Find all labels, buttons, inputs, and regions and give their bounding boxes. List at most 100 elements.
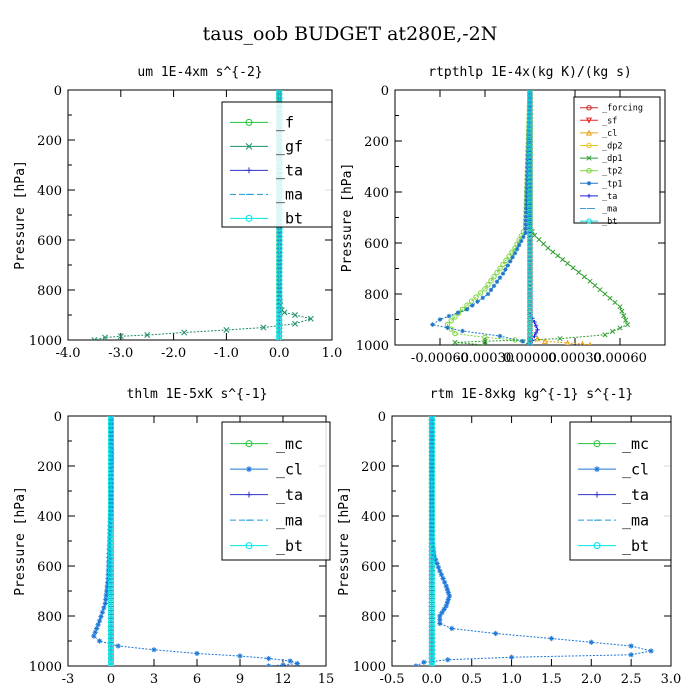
x-tick-label: 0.00030	[548, 351, 602, 366]
figure-title: taus_oob BUDGET at280E,-2N	[203, 23, 498, 45]
legend-entry: _ma	[230, 511, 303, 529]
chart-panel-3: thlm 1E-5xK s^{-1} Pressure [hPa] 0 200 400 6…	[13, 387, 334, 687]
legend-entry: _bt	[230, 210, 303, 228]
y-tick-label: 0	[381, 84, 389, 99]
x-tick-label: 0.0	[422, 672, 443, 687]
legend-label: _ma	[276, 186, 303, 204]
legend-entry: _ta	[578, 486, 649, 504]
panel-title: um 1E-4xm s^{-2}	[137, 65, 262, 80]
legend-label: _dp1	[602, 154, 622, 164]
panel-title: thlm 1E-5xK s^{-1}	[127, 387, 268, 402]
x-tick-label: -0.00030	[456, 351, 514, 366]
legend-label: _bt	[602, 217, 617, 227]
legend-entry: _cl	[578, 460, 649, 478]
x-tick-label: 0.5	[461, 672, 482, 687]
legend-label: _cl	[602, 129, 617, 139]
series-line	[529, 90, 591, 345]
plot-area	[91, 416, 300, 666]
series-bt	[107, 416, 115, 666]
legend-entry: _mc	[578, 435, 649, 453]
legend-label: _ma	[602, 204, 617, 214]
y-tick-label: 1000	[29, 334, 62, 349]
y-tick-label: 0	[378, 410, 386, 425]
chart-panel-1: um 1E-4xm s^{-2} Pressure [hPa] 0 200 400 600…	[13, 65, 342, 361]
x-tick-label: -3	[62, 672, 75, 687]
y-tick-label: 800	[364, 288, 389, 303]
legend: _forcing _sf _cl _dp2 _dp1 _tp2 _tp1 _ta _ma _bt	[573, 96, 661, 227]
legend: _mc _cl _ta _ma _bt	[569, 421, 672, 561]
y-tick-label: 1000	[29, 660, 62, 675]
x-tick-label: -0.00060	[411, 351, 469, 366]
series-tp1	[430, 90, 533, 345]
legend-entry: _gf	[230, 138, 303, 156]
panel-title: rtm 1E-8xkg kg^{-1} s^{-1}	[430, 387, 634, 402]
y-axis-label: Pressure [hPa]	[13, 486, 28, 596]
legend-entry: _forcing	[580, 104, 643, 114]
legend-label: _ta	[276, 162, 303, 180]
y-tick-label: 1000	[353, 660, 386, 675]
legend-entry: _mc	[230, 435, 303, 453]
plot-area	[413, 416, 654, 666]
y-tick-label: 600	[364, 237, 389, 252]
legend-box	[221, 421, 331, 561]
y-tick-label: 200	[361, 460, 386, 475]
panel-title: rtpthlp 1E-4x(kg K)/(kg s)	[428, 65, 632, 80]
legend-label: _ta	[602, 192, 617, 202]
x-tick-label: 2.5	[621, 672, 642, 687]
legend-label: _bt	[276, 210, 303, 228]
legend-entry: _f	[230, 114, 294, 132]
x-tick-label: 1.0	[322, 346, 343, 361]
x-tick-label: 0.0	[269, 346, 290, 361]
chart-panel-2: rtpthlp 1E-4x(kg K)/(kg s) Pressure [hPa]…	[340, 65, 666, 366]
chart-panel-4: rtm 1E-8xkg kg^{-1} s^{-1} Pressure [hPa]…	[337, 387, 681, 687]
y-tick-label: 200	[37, 134, 62, 149]
x-tick-label: 3	[150, 672, 158, 687]
y-axis-label: Pressure [hPa]	[13, 160, 28, 270]
legend: _mc _cl _ta _ma _bt	[221, 421, 331, 561]
x-tick-label: 2.0	[581, 672, 602, 687]
legend-entry: _sf	[580, 116, 617, 126]
x-tick-label: -0.5	[379, 672, 404, 687]
legend-entry: _ma	[578, 511, 649, 529]
y-tick-label: 800	[37, 610, 62, 625]
legend-label: _ma	[276, 511, 303, 529]
x-tick-label: 0.00060	[593, 351, 647, 366]
y-tick-label: 1000	[356, 339, 389, 354]
y-tick-label: 0	[54, 84, 62, 99]
x-tick-label: 1.5	[541, 672, 562, 687]
legend-label: _sf	[602, 116, 617, 126]
legend-entry: _ta	[230, 486, 303, 504]
legend-entry: _bt	[230, 537, 303, 555]
series-tp2	[444, 90, 533, 345]
legend-entry: _bt	[578, 537, 649, 555]
y-tick-label: 0	[54, 410, 62, 425]
y-tick-label: 400	[364, 186, 389, 201]
legend-entry: _dp2	[580, 141, 622, 151]
x-tick-label: 12	[275, 672, 292, 687]
x-tick-label: 0	[107, 672, 115, 687]
legend-label: _cl	[276, 460, 303, 478]
y-tick-label: 600	[361, 560, 386, 575]
legend-label: _gf	[276, 138, 303, 156]
legend-label: _f	[276, 114, 294, 132]
series-bt	[428, 416, 435, 666]
legend-label: _mc	[276, 435, 303, 453]
x-tick-label: -1.0	[214, 346, 239, 361]
y-tick-label: 600	[37, 234, 62, 249]
legend: _f _gf _ta _ma _bt	[221, 101, 333, 228]
legend-label: _ma	[622, 511, 649, 529]
y-tick-label: 600	[37, 560, 62, 575]
x-tick-label: 6	[193, 672, 201, 687]
legend-box	[569, 421, 672, 561]
y-axis-label: Pressure [hPa]	[337, 486, 352, 596]
legend-entry: _ta	[580, 192, 617, 202]
plot-area	[430, 90, 631, 345]
y-tick-label: 200	[37, 460, 62, 475]
x-tick-label: -2.0	[161, 346, 186, 361]
y-tick-label: 800	[361, 610, 386, 625]
legend-entry: _cl	[580, 129, 617, 139]
legend-entry: _cl	[230, 460, 303, 478]
legend-label: _tp1	[602, 179, 622, 189]
x-tick-label: 15	[318, 672, 335, 687]
